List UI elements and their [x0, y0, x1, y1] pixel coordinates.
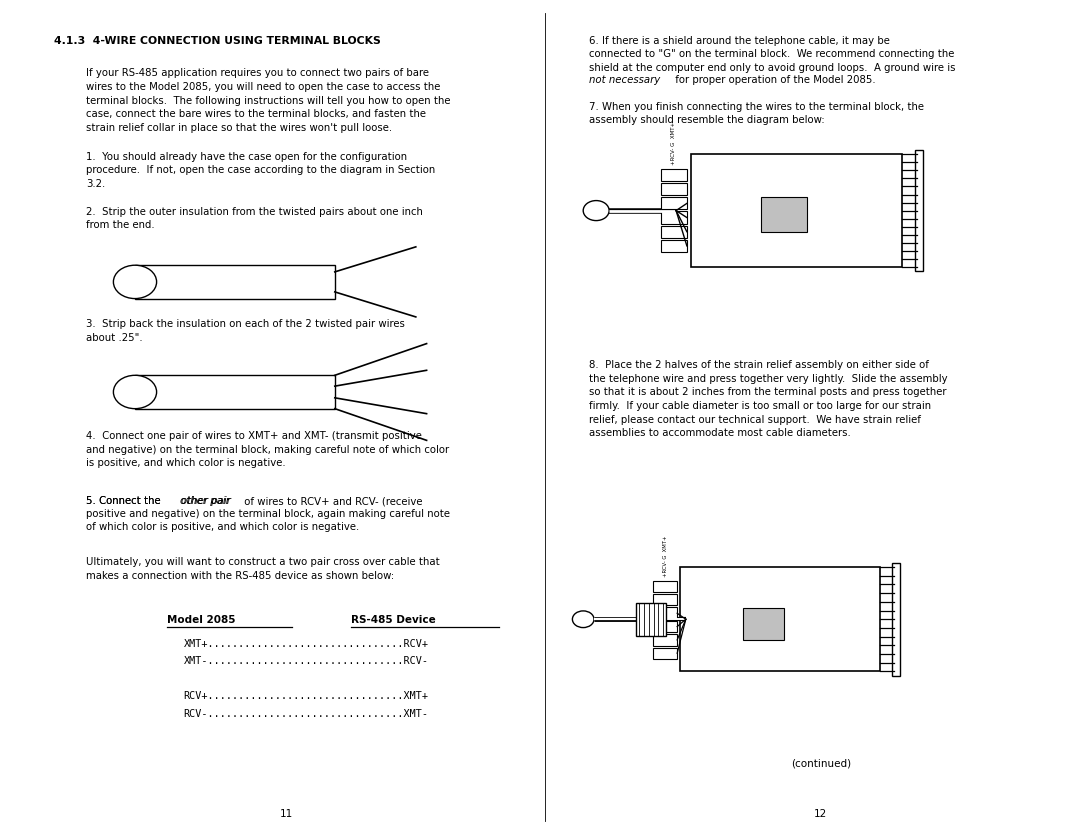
- Bar: [892, 563, 900, 676]
- Bar: [653, 607, 677, 619]
- Text: +RCV- G  XMT+: +RCV- G XMT+: [672, 122, 676, 165]
- Bar: [661, 198, 687, 209]
- Text: Model 2085: Model 2085: [167, 615, 235, 626]
- Bar: [761, 197, 807, 232]
- Bar: [743, 608, 784, 640]
- Bar: [661, 212, 687, 224]
- Text: RS-485 Device: RS-485 Device: [351, 615, 435, 626]
- Bar: [653, 634, 677, 646]
- Text: (continued): (continued): [791, 759, 851, 769]
- Text: 5. Connect the: 5. Connect the: [86, 496, 164, 506]
- Text: XMT+................................RCV+: XMT+................................RCV+: [184, 639, 429, 649]
- Bar: [653, 620, 677, 632]
- Text: 7. When you finish connecting the wires to the terminal block, the
assembly shou: 7. When you finish connecting the wires …: [589, 102, 923, 125]
- Bar: [636, 602, 666, 636]
- Bar: [680, 567, 880, 671]
- Circle shape: [572, 610, 594, 628]
- Text: 3.  Strip back the insulation on each of the 2 twisted pair wires
about .25".: 3. Strip back the insulation on each of …: [86, 319, 405, 343]
- Text: 8.  Place the 2 halves of the strain relief assembly on either side of
the telep: 8. Place the 2 halves of the strain reli…: [589, 360, 947, 439]
- Text: If your RS-485 application requires you to connect two pairs of bare
wires to th: If your RS-485 application requires you …: [86, 68, 451, 133]
- Circle shape: [583, 200, 609, 220]
- Text: RCV+................................XMT+: RCV+................................XMT+: [184, 691, 429, 701]
- Text: +RCV- G  XMT+: +RCV- G XMT+: [663, 535, 667, 577]
- Text: XMT-................................RCV-: XMT-................................RCV-: [184, 656, 429, 666]
- Text: other pair: other pair: [180, 496, 230, 506]
- Text: 5. Connect the: 5. Connect the: [86, 496, 164, 506]
- Bar: [691, 154, 902, 267]
- Text: of which color is positive, and which color is negative.: of which color is positive, and which co…: [86, 522, 360, 532]
- Text: 2.  Strip the outer insulation from the twisted pairs about one inch
from the en: 2. Strip the outer insulation from the t…: [86, 207, 423, 230]
- Text: 12: 12: [814, 809, 827, 819]
- Text: 5. Connect the other pair of wires to RCV+ and RCV- (receive
positive and negati: 5. Connect the other pair of wires to RC…: [86, 496, 450, 534]
- Text: other pair: other pair: [181, 496, 231, 506]
- Circle shape: [113, 375, 157, 409]
- Text: 6. If there is a shield around the telephone cable, it may be
connected to "G" o: 6. If there is a shield around the telep…: [589, 36, 955, 73]
- Text: 11: 11: [280, 809, 293, 819]
- Bar: [653, 594, 677, 605]
- Bar: [661, 240, 687, 252]
- Text: positive and negative) on the terminal block, again making careful note: positive and negative) on the terminal b…: [86, 509, 450, 519]
- Bar: [661, 169, 687, 181]
- Circle shape: [113, 265, 157, 299]
- Text: RCV-................................XMT-: RCV-................................XMT-: [184, 709, 429, 719]
- Text: Ultimately, you will want to construct a two pair cross over cable that
makes a : Ultimately, you will want to construct a…: [86, 557, 441, 580]
- Text: 1.  You should already have the case open for the configuration
procedure.  If n: 1. You should already have the case open…: [86, 152, 435, 189]
- Bar: [135, 375, 335, 409]
- Bar: [915, 150, 923, 271]
- Bar: [653, 647, 677, 659]
- Text: for proper operation of the Model 2085.: for proper operation of the Model 2085.: [672, 75, 876, 84]
- Text: 4.  Connect one pair of wires to XMT+ and XMT- (transmit positive
and negative) : 4. Connect one pair of wires to XMT+ and…: [86, 431, 449, 469]
- Bar: [661, 183, 687, 195]
- Bar: [653, 580, 677, 592]
- Bar: [661, 226, 687, 238]
- Text: not necessary: not necessary: [589, 75, 660, 84]
- Text: 4.1.3  4-WIRE CONNECTION USING TERMINAL BLOCKS: 4.1.3 4-WIRE CONNECTION USING TERMINAL B…: [54, 36, 381, 46]
- Bar: [135, 265, 335, 299]
- Text: of wires to RCV+ and RCV- (receive: of wires to RCV+ and RCV- (receive: [241, 496, 422, 506]
